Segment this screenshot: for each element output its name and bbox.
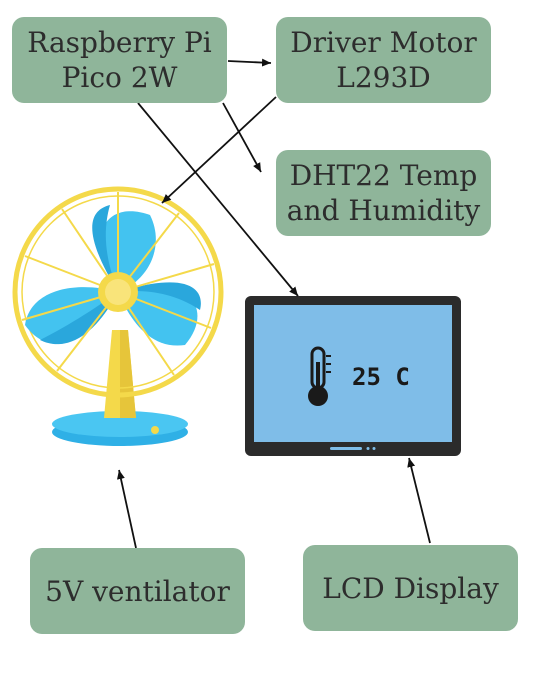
- node-ventilator: 5V ventilator: [30, 548, 245, 634]
- node-driver-motor: Driver Motor L293D: [276, 17, 491, 103]
- node-label: DHT22 Temp and Humidity: [286, 159, 481, 227]
- edge-lcd-to-screen: [407, 457, 431, 544]
- fan-illustration: [12, 186, 224, 446]
- node-label: Driver Motor L293D: [290, 26, 477, 94]
- node-label: LCD Display: [322, 571, 499, 605]
- edge-vent-to-fan: [117, 469, 137, 549]
- node-dht22-sensor: DHT22 Temp and Humidity: [276, 150, 491, 236]
- node-label: Raspberry Pi Pico 2W: [27, 26, 212, 94]
- edge-pico-to-dht: [222, 102, 262, 173]
- edge-driver-to-fan: [161, 96, 277, 204]
- node-raspberry-pi-pico: Raspberry Pi Pico 2W: [12, 17, 227, 103]
- edge-pico-to-driver: [227, 58, 272, 67]
- node-lcd-display: LCD Display: [303, 545, 518, 631]
- thermometer-icon: [308, 346, 331, 406]
- lcd-readout: 25 C: [352, 363, 410, 391]
- node-label: 5V ventilator: [45, 574, 230, 608]
- edge-pico-to-lcd: [137, 102, 299, 297]
- lcd-monitor-illustration: 25 C: [245, 296, 461, 456]
